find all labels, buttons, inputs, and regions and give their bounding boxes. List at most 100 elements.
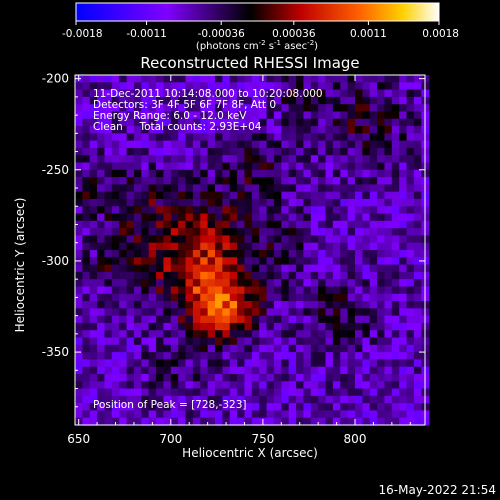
heatmap-cell [355, 410, 363, 419]
heatmap-cell [288, 271, 297, 280]
heatmap-cell [325, 395, 334, 404]
heatmap-cell [156, 89, 165, 98]
heatmap-cell [148, 89, 157, 98]
heatmap-cell [185, 315, 194, 324]
heatmap-cell [178, 403, 187, 412]
heatmap-cell [369, 315, 378, 324]
heatmap-cell [296, 381, 305, 390]
heatmap-cell [141, 133, 150, 142]
heatmap-cell [75, 279, 83, 288]
heatmap-cell [156, 177, 165, 185]
heatmap-cell [156, 257, 165, 266]
heatmap-cell [82, 206, 91, 215]
heatmap-cell [296, 271, 305, 280]
heatmap-cell [222, 322, 231, 331]
heatmap-cell [207, 271, 216, 280]
heatmap-cell [82, 381, 91, 390]
heatmap-cell [406, 293, 415, 302]
heatmap-cell [200, 279, 209, 288]
heatmap-cell [413, 228, 422, 237]
heatmap-cell [97, 89, 106, 98]
heatmap-cell [97, 206, 106, 215]
heatmap-cell [377, 359, 386, 368]
heatmap-cell [222, 293, 231, 302]
heatmap-cell [75, 337, 83, 346]
heatmap-cell [148, 220, 157, 229]
heatmap-cell [340, 213, 349, 222]
heatmap-cell [163, 279, 172, 288]
heatmap-cell [332, 271, 341, 280]
heatmap-cell [133, 366, 142, 375]
heatmap-cell [406, 155, 415, 164]
heatmap-cell [413, 359, 422, 368]
heatmap-cell [391, 250, 400, 258]
heatmap-cell [362, 264, 371, 273]
heatmap-cell [207, 337, 216, 346]
heatmap-cell [259, 104, 268, 113]
heatmap-cell [119, 344, 128, 353]
heatmap-cell [259, 155, 268, 164]
heatmap-cell [406, 344, 415, 353]
heatmap-cell [237, 118, 246, 127]
heatmap-cell [362, 104, 371, 113]
heatmap-cell [192, 169, 201, 178]
heatmap-cell [215, 147, 223, 156]
heatmap-cell [156, 271, 165, 280]
heatmap-cell [273, 293, 282, 302]
heatmap-cell [340, 191, 349, 200]
heatmap-cell [133, 228, 142, 237]
heatmap-cell [82, 373, 91, 382]
heatmap-cell [222, 395, 231, 404]
heatmap-cell [89, 111, 98, 120]
heatmap-cell [399, 410, 408, 419]
heatmap-cell [362, 366, 371, 375]
heatmap-cell [332, 315, 341, 324]
heatmap-cell [163, 381, 172, 390]
heatmap-cell [332, 220, 341, 229]
heatmap-cell [207, 133, 216, 142]
heatmap-cell [288, 111, 297, 120]
heatmap-cell [399, 118, 408, 127]
heatmap-cell [281, 330, 290, 339]
heatmap-cell [251, 206, 260, 215]
heatmap-cell [406, 417, 415, 426]
heatmap-cell [355, 388, 363, 397]
heatmap-cell [126, 220, 135, 229]
heatmap-cell [75, 118, 83, 127]
heatmap-cell [325, 417, 334, 426]
heatmap-cell [281, 126, 290, 134]
heatmap-cell [259, 271, 268, 280]
heatmap-cell [413, 330, 422, 339]
heatmap-cell [163, 395, 172, 404]
heatmap-cell [362, 250, 371, 258]
heatmap-cell [148, 198, 157, 207]
heatmap-cell [384, 257, 393, 266]
heatmap-cell [310, 162, 319, 171]
heatmap-cell [384, 228, 393, 237]
heatmap-cell [148, 82, 157, 91]
heatmap-cell [185, 279, 194, 288]
heatmap-cell [303, 381, 312, 390]
heatmap-cell [222, 75, 231, 83]
heatmap-cell [318, 155, 327, 164]
heatmap-cell [229, 126, 238, 134]
heatmap-cell [273, 344, 282, 353]
heatmap-cell [369, 279, 378, 288]
heatmap-cell [170, 162, 179, 171]
heatmap-cell [126, 308, 135, 317]
heatmap-cell [384, 169, 393, 178]
heatmap-cell [185, 177, 194, 185]
heatmap-cell [133, 213, 142, 222]
heatmap-cell [215, 96, 223, 105]
heatmap-cell [310, 75, 319, 83]
heatmap-cell [104, 279, 113, 288]
heatmap-cell [296, 118, 305, 127]
heatmap-cell [377, 301, 386, 309]
heatmap-cell [362, 308, 371, 317]
heatmap-cell [97, 403, 106, 412]
heatmap-cell [406, 82, 415, 91]
heatmap-cell [82, 140, 91, 149]
heatmap-cell [391, 395, 400, 404]
heatmap-cell [288, 147, 297, 156]
heatmap-cell [89, 279, 98, 288]
